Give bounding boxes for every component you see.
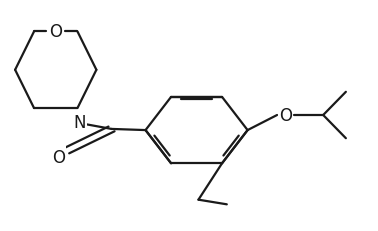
- Text: O: O: [50, 23, 62, 41]
- Text: O: O: [279, 106, 292, 125]
- Text: N: N: [73, 113, 86, 131]
- Text: O: O: [52, 148, 65, 166]
